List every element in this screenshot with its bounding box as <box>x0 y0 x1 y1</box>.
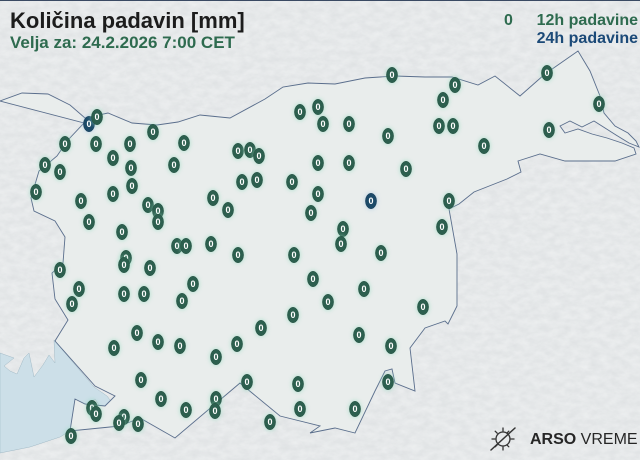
svg-text:ARSO VREME: ARSO VREME <box>530 431 638 448</box>
svg-text:12h padavine: 12h padavine <box>537 12 638 29</box>
svg-text:24h padavine: 24h padavine <box>537 30 638 47</box>
svg-text:Količina padavin [mm]: Količina padavin [mm] <box>10 8 245 33</box>
svg-text:0: 0 <box>504 12 513 29</box>
svg-text:Velja za: 24.2.2026 7:00 CET: Velja za: 24.2.2026 7:00 CET <box>10 33 236 52</box>
